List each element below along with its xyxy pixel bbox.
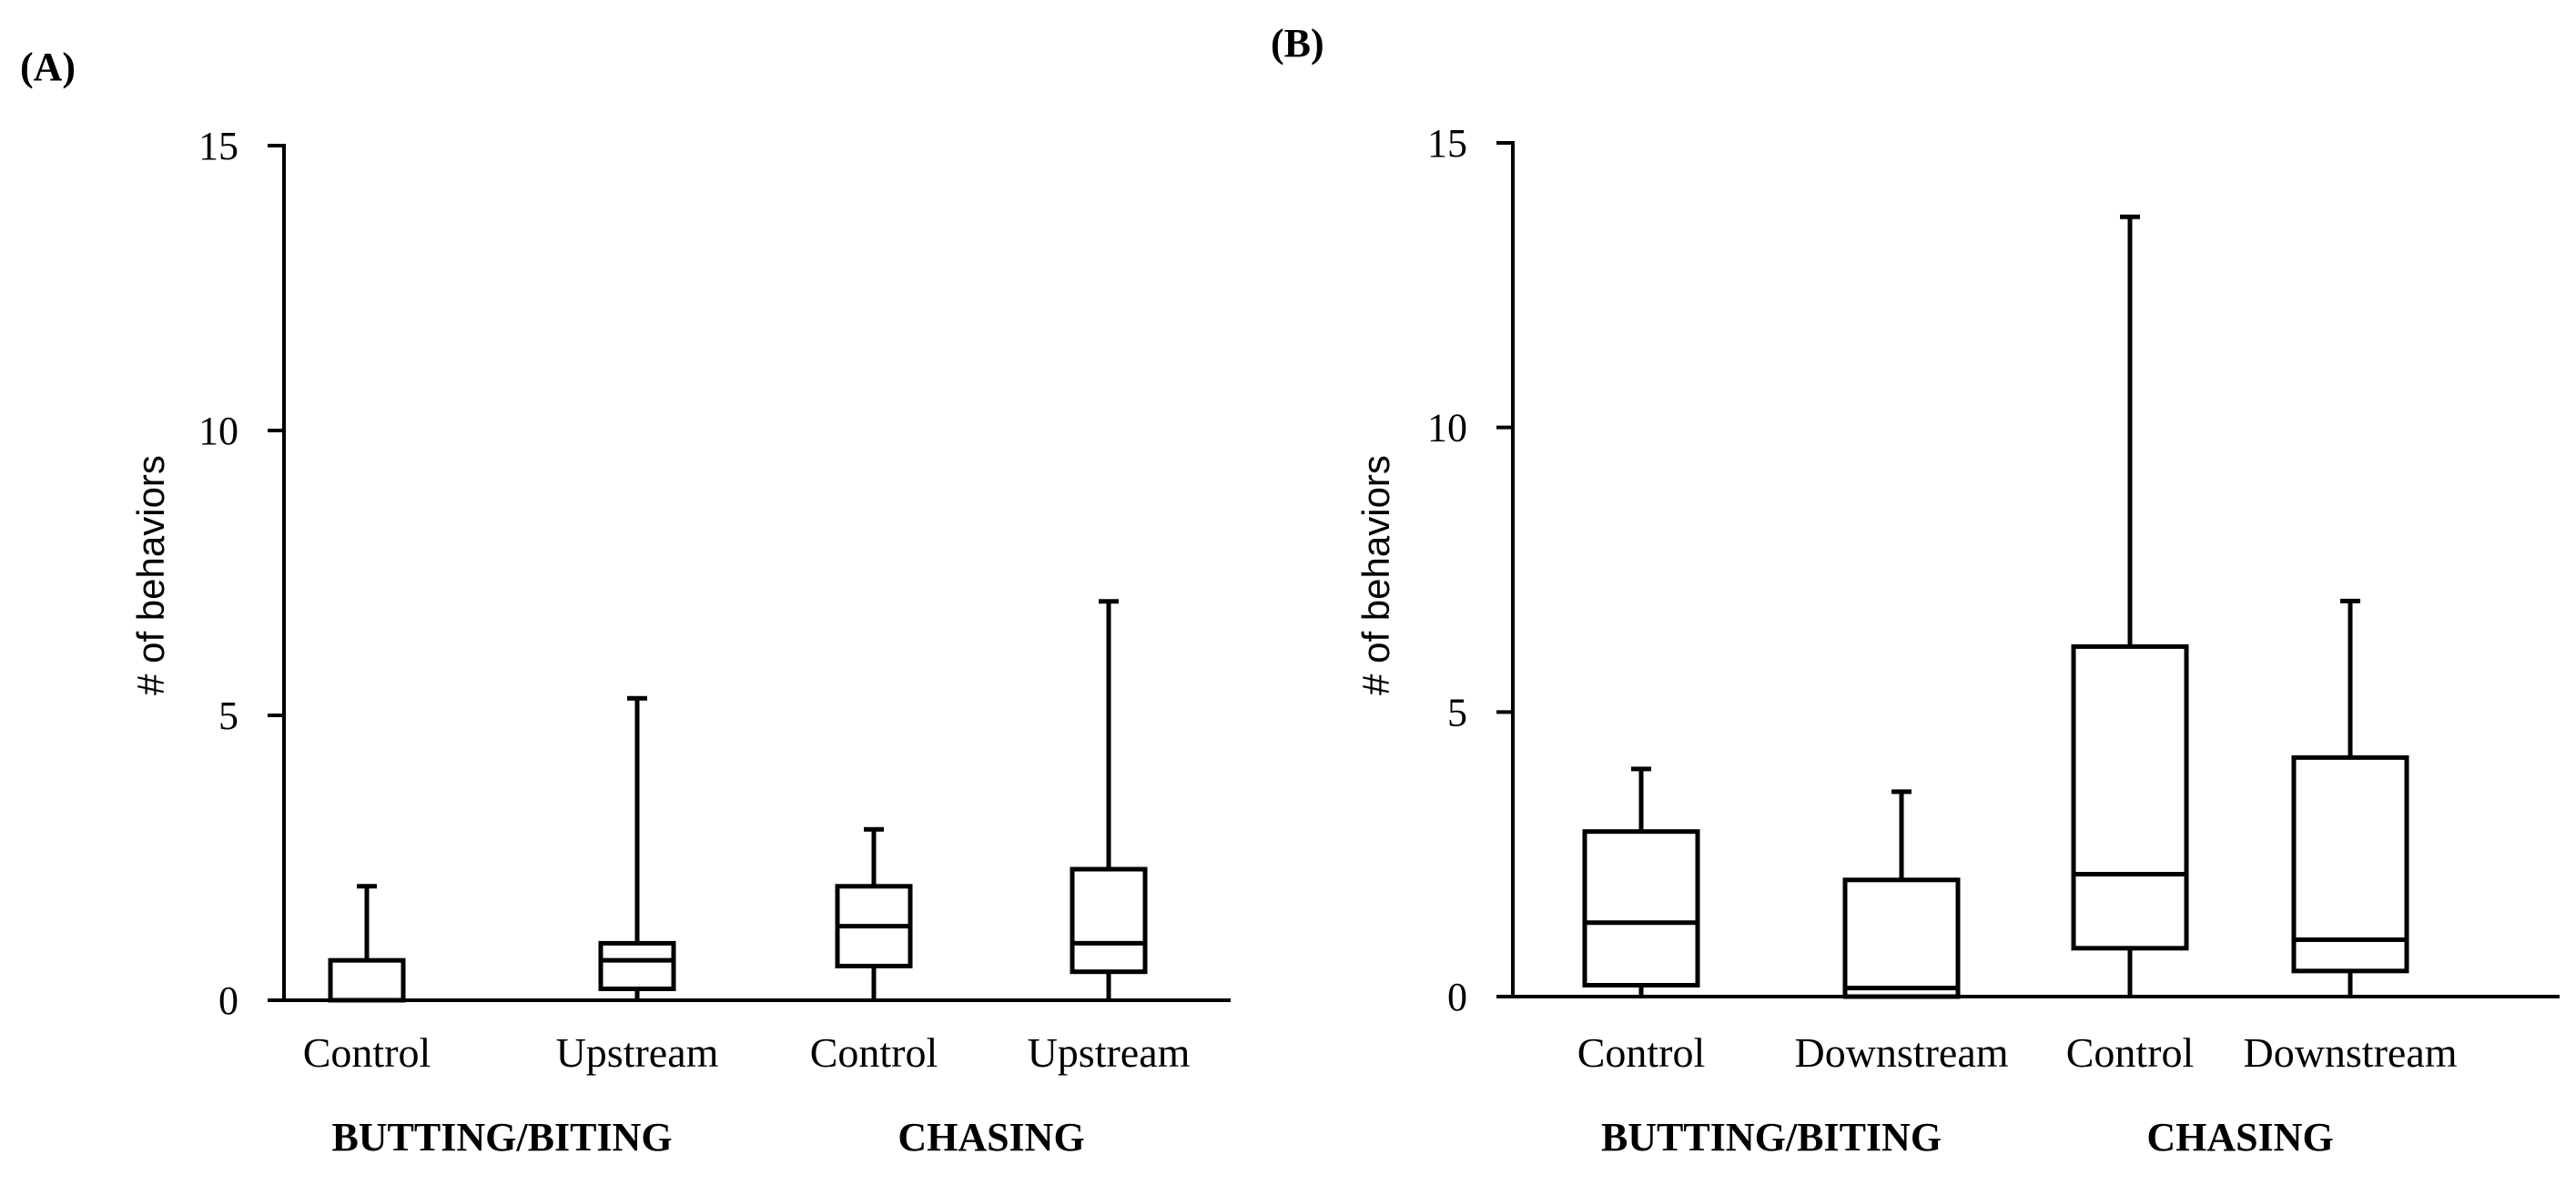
panel-b-y-axis-label: # of behaviors [1354,455,1397,695]
panel-a-y-axis-label: # of behaviors [129,455,172,695]
panel-a-group-label: CHASING [898,1115,1084,1160]
panel-b-y-tick-label: 0 [1447,975,1467,1019]
panel-a-box-2 [598,695,676,1000]
iqr-box [598,940,676,991]
panel-a-box-1 [328,884,406,1003]
panel-a-category-label: Upstream [556,1029,719,1076]
panel-a-box-4 [1070,599,1148,1000]
panel-b-category-label: Downstream [1794,1029,2008,1076]
panel-b-category-label: Downstream [2243,1029,2457,1076]
panel-b-label: (B) [1271,21,1324,66]
panel-b-group-label: CHASING [2146,1115,2333,1160]
iqr-box [1842,877,1961,999]
panel-b-box-2 [1842,789,1961,999]
panel-a-group-label: BUTTING/BITING [331,1115,672,1160]
panel-b-box-3 [2071,214,2189,997]
iqr-box [1582,829,1700,987]
iqr-box [2071,643,2189,951]
iqr-box [328,957,406,1003]
panel-b-category-label: Control [1577,1029,1706,1076]
panel-b-y-tick-label: 10 [1427,406,1467,451]
panel-a-category-label: Control [303,1029,431,1076]
panel-a-y-tick-label: 5 [218,694,238,738]
panel-a-plot: 0 5 10 15 Control Upstream Control Upstream BUTT… [198,124,1231,1160]
panel-a: (A) # of behaviors 0 5 10 15 Control Upstream… [20,45,1231,1160]
panel-b: (B) # of behaviors 0 5 10 15 Control Downstre… [1271,21,2560,1160]
panel-a-category-label: Upstream [1028,1029,1191,1076]
iqr-box [2291,754,2409,974]
panel-b-y-tick-label: 5 [1447,690,1467,734]
panel-b-box-4 [2291,598,2409,997]
iqr-box [1070,866,1148,975]
panel-b-box-1 [1582,766,1700,997]
panel-b-group-label: BUTTING/BITING [1601,1115,1942,1160]
panel-a-y-tick-label: 10 [198,409,238,453]
panel-b-y-tick-label: 15 [1427,121,1467,166]
panel-a-category-label: Control [810,1029,938,1076]
panel-a-label: (A) [20,45,76,89]
panel-b-category-label: Control [2066,1029,2195,1076]
panel-a-y-tick-label: 15 [198,124,238,168]
panel-b-plot: 0 5 10 15 Control Downstream Control Downstream… [1427,121,2560,1160]
panel-a-y-tick-label: 0 [218,978,238,1023]
panel-a-box-3 [835,826,913,1000]
